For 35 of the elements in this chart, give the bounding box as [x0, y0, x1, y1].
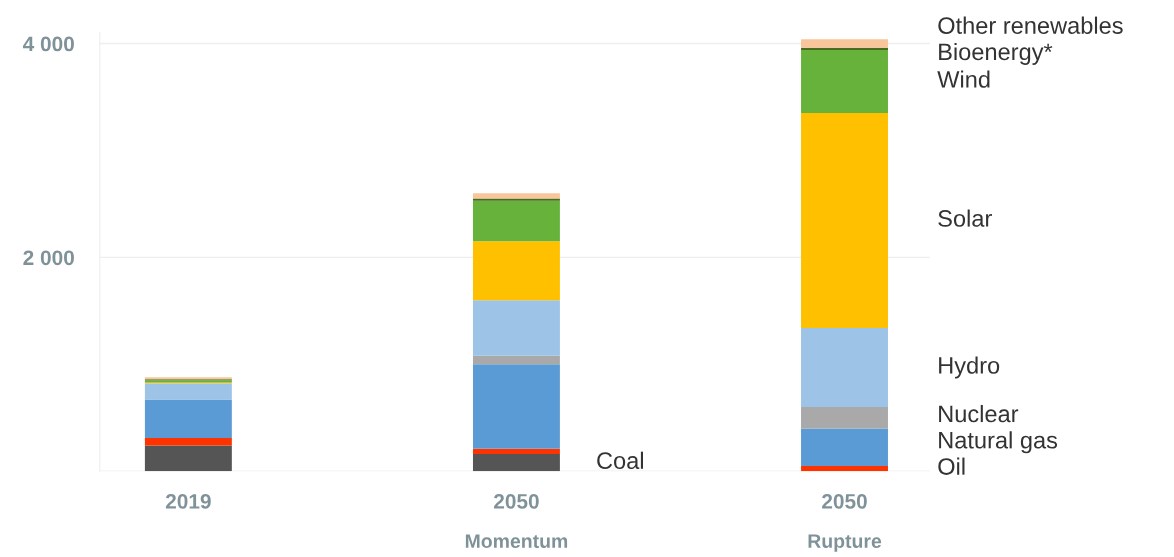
bar — [472, 355, 560, 365]
bar — [472, 364, 560, 449]
bar — [801, 47, 888, 50]
text: Nuclear — [939, 404, 1019, 423]
text: Wind — [937, 70, 990, 88]
bar — [801, 113, 888, 328]
category-label: 2050 Momentum — [465, 493, 568, 548]
bar — [472, 200, 560, 242]
series-label: Coal — [597, 451, 643, 470]
bar — [801, 407, 888, 429]
bar — [144, 438, 232, 446]
y-tick-label: 2 000 — [23, 250, 74, 266]
text: Hydro — [939, 356, 1000, 379]
bar — [801, 428, 888, 466]
y-tick-label: 4 000 — [22, 36, 74, 52]
bar — [801, 327, 888, 408]
bar — [801, 465, 888, 472]
bar — [144, 399, 232, 439]
bar — [472, 300, 560, 356]
bar — [472, 448, 560, 455]
bar — [144, 383, 232, 400]
text: Natural gas — [939, 431, 1058, 454]
text: Oil — [938, 457, 965, 475]
text: Other renewables — [938, 16, 1123, 34]
bar — [472, 454, 560, 472]
bar — [472, 193, 560, 199]
bar — [144, 445, 232, 472]
text: Bioenergy* — [939, 42, 1053, 65]
text: Solar — [938, 209, 992, 227]
bar — [801, 39, 888, 48]
category-label: 2050 Rupture — [808, 493, 882, 552]
x-tick-label: 2019 — [165, 493, 211, 509]
bar — [472, 198, 560, 201]
bar — [801, 49, 888, 114]
bar — [472, 241, 560, 301]
